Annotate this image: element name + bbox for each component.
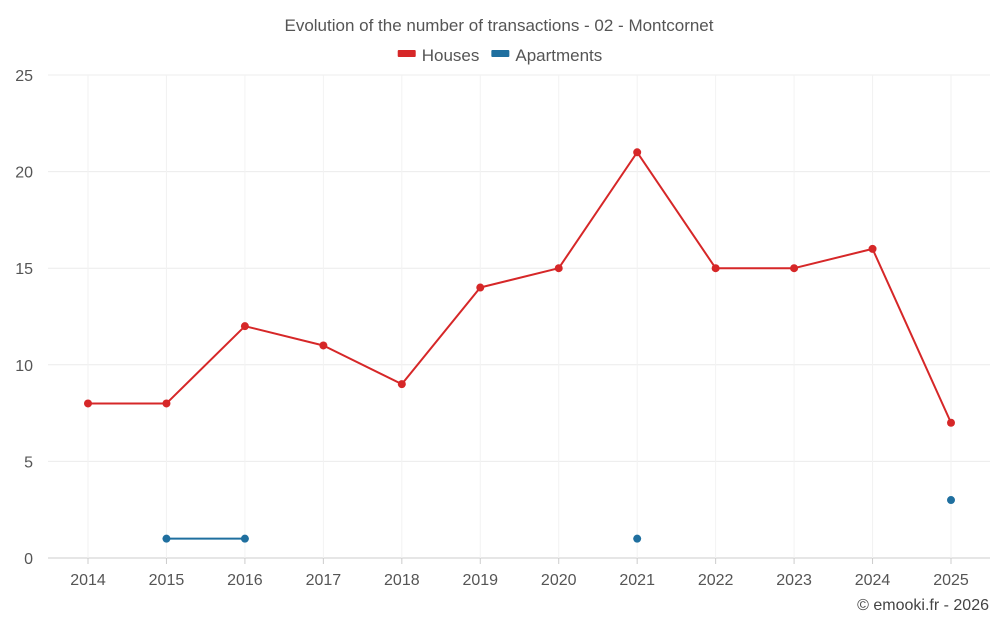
- x-axis: 2014 2015 2016 2017 2018 2019 2020 2021 2022 2023…: [70, 558, 969, 589]
- x-tick-label: 2022: [698, 572, 734, 589]
- y-tick-label: 0: [24, 551, 33, 568]
- data-point[interactable]: [397, 380, 406, 389]
- data-point[interactable]: [84, 399, 92, 408]
- data-point[interactable]: [554, 264, 563, 273]
- data-point[interactable]: [633, 148, 642, 157]
- legend-label: Houses: [422, 46, 480, 65]
- x-tick-label: 2023: [776, 572, 812, 589]
- y-axis: 0 5 10 15 20 25: [15, 68, 33, 568]
- data-point[interactable]: [711, 264, 720, 273]
- x-tick-label: 2025: [933, 572, 969, 589]
- series-line: [88, 151, 952, 424]
- x-tick-label: 2014: [70, 572, 106, 589]
- legend: Houses Apartments: [397, 46, 602, 65]
- y-tick-label: 25: [15, 68, 33, 85]
- data-point[interactable]: [162, 534, 171, 543]
- credit-text: © emooki.fr - 2026: [857, 597, 989, 614]
- data-point[interactable]: [240, 322, 249, 331]
- x-tick-label: 2015: [149, 572, 185, 589]
- x-tick-label: 2017: [306, 572, 342, 589]
- legend-label: Apartments: [515, 46, 602, 65]
- data-point[interactable]: [633, 534, 642, 543]
- x-tick-label: 2018: [384, 572, 420, 589]
- legend-item-apartments[interactable]: Apartments: [491, 46, 602, 65]
- series-houses: [84, 148, 955, 427]
- data-point[interactable]: [240, 534, 249, 543]
- x-tick-label: 2021: [619, 572, 655, 589]
- data-point[interactable]: [476, 283, 485, 292]
- series-layer: [84, 148, 955, 543]
- y-tick-label: 15: [15, 261, 33, 278]
- data-point[interactable]: [868, 244, 877, 253]
- data-point[interactable]: [947, 496, 955, 505]
- legend-swatch: [491, 50, 510, 57]
- chart-title: Evolution of the number of transactions …: [284, 16, 713, 35]
- data-point[interactable]: [319, 341, 328, 350]
- x-tick-label: 2020: [541, 572, 577, 589]
- x-tick-label: 2019: [462, 572, 498, 589]
- y-tick-label: 5: [24, 454, 33, 471]
- legend-item-houses[interactable]: Houses: [397, 46, 480, 65]
- series-apartments: [162, 496, 955, 543]
- y-tick-label: 20: [15, 165, 33, 182]
- legend-swatch: [397, 50, 416, 57]
- y-tick-label: 10: [15, 358, 33, 375]
- x-tick-label: 2016: [227, 572, 263, 589]
- grid: [48, 74, 990, 559]
- data-point[interactable]: [947, 418, 955, 427]
- x-tick-label: 2024: [855, 572, 891, 589]
- data-point[interactable]: [790, 264, 799, 273]
- data-point[interactable]: [162, 399, 171, 408]
